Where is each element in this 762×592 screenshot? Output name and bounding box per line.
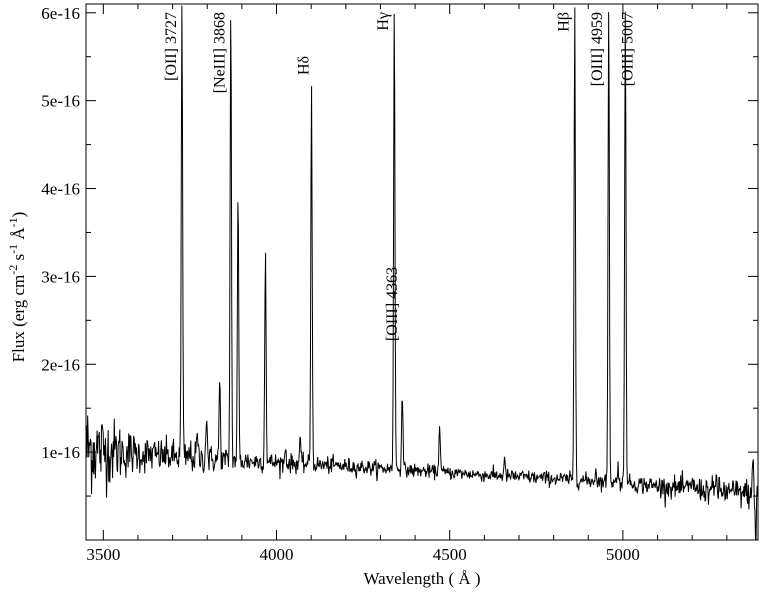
y-axis-label-sup3: -1 bbox=[6, 217, 20, 227]
y-axis-label-end: ) bbox=[9, 212, 28, 218]
y-tick-label: 3e-16 bbox=[41, 267, 80, 286]
emission-line-label: Hβ bbox=[556, 12, 573, 32]
y-axis-label: Flux (erg cm-2 s-1 Å-1) bbox=[6, 212, 28, 363]
x-axis-label: Wavelength ( Å ) bbox=[363, 569, 480, 588]
y-axis-label-sup2: -1 bbox=[6, 244, 20, 254]
axis-ticks: 3500 4000 4500 5000 1e-16 2e-16 3e-16 4e-16 5e-1… bbox=[41, 4, 758, 564]
x-tick-label: 4500 bbox=[433, 545, 467, 564]
y-axis-label-sup1: -2 bbox=[6, 265, 20, 275]
plot-content bbox=[85, 5, 759, 541]
y-axis-label-main: Flux (erg cm bbox=[9, 275, 28, 363]
y-axis-label-mid2: Å bbox=[9, 227, 28, 244]
emission-line-label: [OII] 3727 bbox=[163, 12, 180, 81]
y-tick-label: 2e-16 bbox=[41, 355, 80, 374]
annotation-labels: [OII] 3727 [NeIII] 3868 Hδ Hγ [OIII] 4363 Hβ [… bbox=[163, 12, 637, 341]
emission-line-label: Hγ bbox=[375, 12, 392, 31]
x-tick-label: 3500 bbox=[86, 545, 120, 564]
x-tick-label: 5000 bbox=[606, 545, 640, 564]
x-tick-label: 4000 bbox=[260, 545, 294, 564]
y-tick-label: 5e-16 bbox=[41, 92, 80, 111]
emission-line-label: [NeIII] 3868 bbox=[212, 12, 229, 93]
y-tick-label: 1e-16 bbox=[41, 443, 80, 462]
emission-line-label: [OIII] 4959 bbox=[589, 12, 606, 86]
plot-frame bbox=[85, 3, 759, 541]
emission-line-label: [OIII] 4363 bbox=[384, 267, 401, 341]
emission-line-label: [OIII] 5007 bbox=[620, 12, 637, 86]
y-tick-label: 4e-16 bbox=[41, 180, 80, 199]
spectrum-line bbox=[85, 5, 759, 541]
y-tick-label: 6e-16 bbox=[41, 4, 80, 23]
y-axis-label-mid1: s bbox=[9, 254, 28, 265]
emission-line-label: Hδ bbox=[295, 56, 312, 75]
